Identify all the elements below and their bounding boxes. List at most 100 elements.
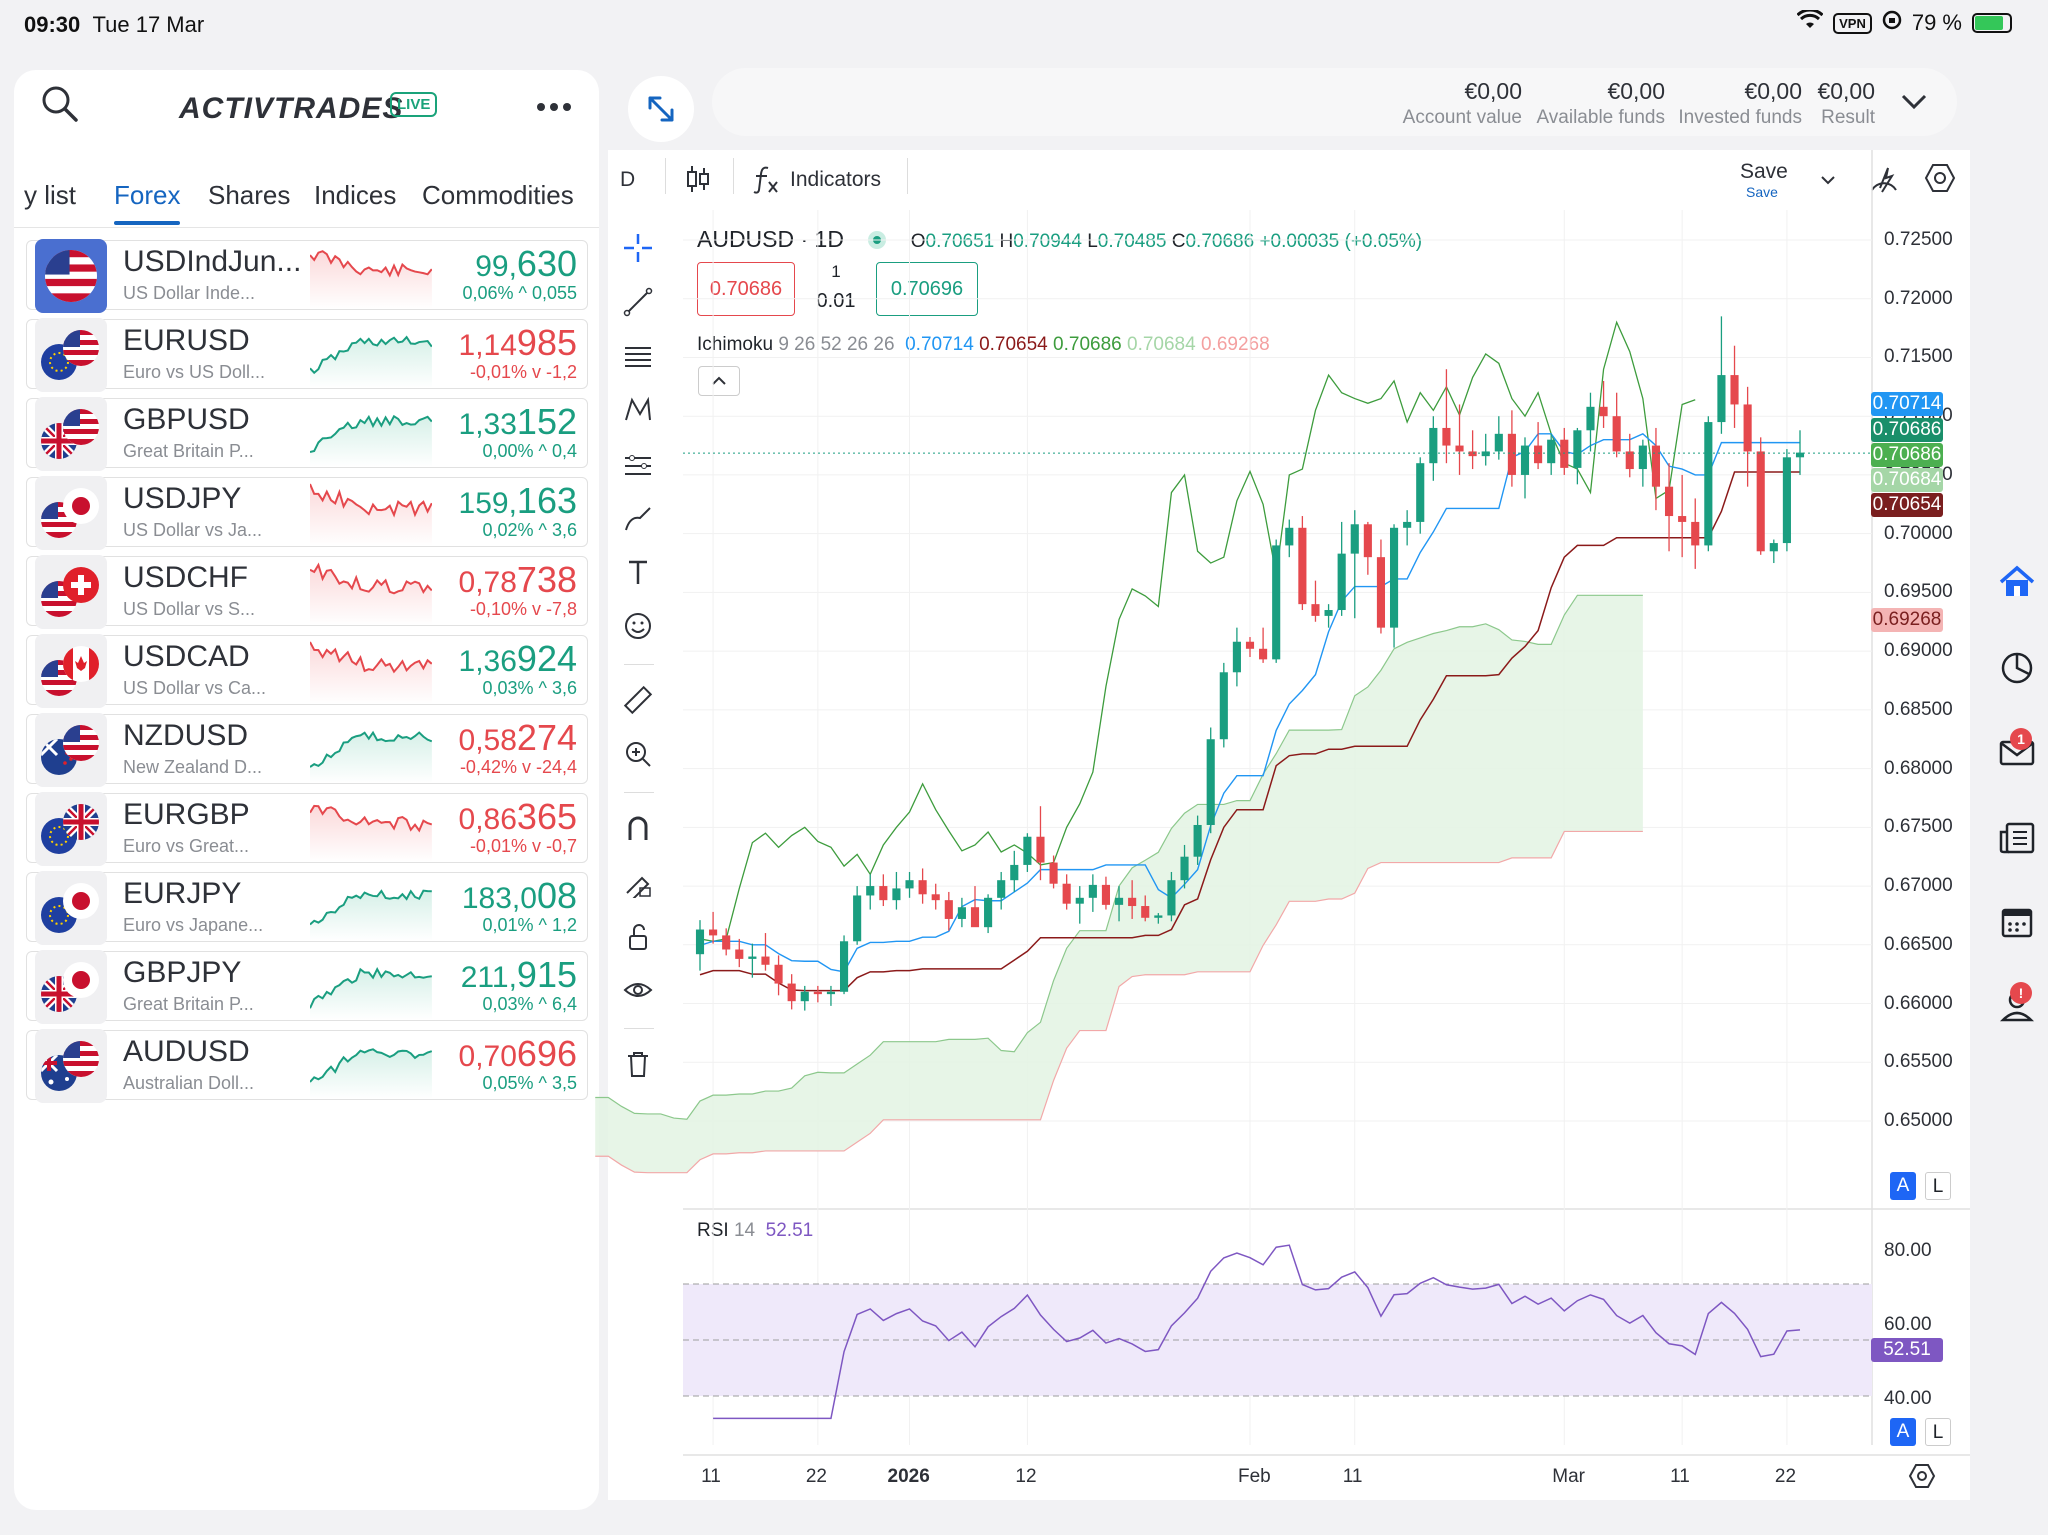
lock-drawing-icon[interactable] bbox=[622, 866, 654, 903]
profile-badge: ! bbox=[2010, 982, 2032, 1004]
instrument-symbol: USDCAD bbox=[123, 640, 250, 673]
instrument-change: 0,05% ^ 3,5 bbox=[482, 1073, 577, 1093]
candle-body bbox=[1259, 648, 1268, 660]
ruler-icon[interactable] bbox=[622, 684, 654, 721]
candle-body bbox=[1704, 422, 1713, 546]
candle-body bbox=[1638, 445, 1647, 470]
crosshair-icon[interactable] bbox=[622, 232, 654, 269]
visibility-icon[interactable] bbox=[622, 974, 654, 1011]
instrument-price: 0,58274 bbox=[458, 717, 577, 758]
instrument-row[interactable]: AUDUSD Australian Doll... 0,70696 0,05% … bbox=[26, 1029, 588, 1103]
account-summary: €0,00 Account value €0,00 Available funds … bbox=[712, 68, 1957, 136]
tab-forex[interactable]: Forex bbox=[114, 180, 181, 225]
instrument-row[interactable]: EURJPY Euro vs Japane... 183,008 0,01% ^… bbox=[26, 871, 588, 945]
home-icon[interactable] bbox=[1995, 560, 2039, 604]
expand-button[interactable] bbox=[628, 76, 694, 142]
candle-body bbox=[748, 956, 757, 959]
candle-body bbox=[1455, 445, 1464, 452]
text-icon[interactable] bbox=[622, 556, 654, 593]
time-tick-label: 11 bbox=[1342, 1466, 1363, 1487]
trash-icon[interactable] bbox=[622, 1048, 654, 1085]
battery-icon bbox=[1972, 13, 2012, 33]
candle-body bbox=[1429, 427, 1438, 464]
rsi-auto-scale-button[interactable]: A bbox=[1890, 1418, 1916, 1446]
indicators-button[interactable]: Indicators bbox=[790, 168, 882, 191]
interval-selector[interactable]: D bbox=[620, 168, 636, 191]
news-icon[interactable] bbox=[1995, 816, 2039, 860]
instrument-description: US Dollar vs Ca... bbox=[123, 678, 267, 698]
rsi-line bbox=[713, 1244, 1801, 1420]
instrument-row[interactable]: EURGBP Euro vs Great... 0,86365 -0,01% v… bbox=[26, 792, 588, 866]
time-tick-label: 11 bbox=[701, 1466, 721, 1487]
buy-button[interactable]: 0.70696 bbox=[876, 262, 978, 316]
portfolio-icon[interactable] bbox=[1995, 646, 2039, 690]
function-icon[interactable] bbox=[752, 164, 780, 199]
settings-icon[interactable] bbox=[1924, 162, 1956, 199]
tab-shares[interactable]: Shares bbox=[208, 180, 291, 210]
instrument-symbol: USDJPY bbox=[123, 482, 242, 515]
quantity-stepper[interactable]: 1 0.01 bbox=[816, 262, 856, 312]
instrument-change: 0,03% ^ 6,4 bbox=[482, 994, 577, 1014]
more-options-icon[interactable] bbox=[536, 100, 572, 118]
candle-body bbox=[800, 991, 809, 1002]
instrument-symbol: EURUSD bbox=[123, 324, 250, 357]
status-bar: 09:30 Tue 17 Mar VPN 79 % bbox=[0, 0, 2048, 48]
candle-body bbox=[735, 949, 744, 959]
tab-watchlist[interactable]: y list bbox=[24, 180, 76, 210]
instrument-row[interactable]: USDCAD US Dollar vs Ca... 1,36924 0,03% … bbox=[26, 634, 588, 708]
instrument-description: US Dollar vs S... bbox=[123, 599, 256, 619]
alert-icon[interactable] bbox=[1868, 162, 1900, 199]
chevron-down-icon[interactable] bbox=[1901, 94, 1927, 115]
candle-body bbox=[839, 941, 849, 992]
candle-body bbox=[722, 935, 731, 950]
result: €0,00 Result bbox=[1817, 78, 1875, 128]
time-axis-settings-icon[interactable] bbox=[1908, 1462, 1936, 1495]
instrument-description: Euro vs Great... bbox=[123, 836, 250, 856]
instrument-row[interactable]: GBPUSD Great Britain P... 1,33152 0,00% … bbox=[26, 397, 588, 471]
senkou-span-b bbox=[595, 830, 1643, 1174]
search-icon[interactable] bbox=[40, 84, 80, 129]
candle-body bbox=[1547, 439, 1556, 464]
collapse-legend-button[interactable] bbox=[698, 366, 740, 396]
candle-body bbox=[1756, 451, 1765, 552]
instrument-price: 211,915 bbox=[460, 954, 577, 995]
candle-body bbox=[1311, 604, 1320, 616]
candles-icon[interactable] bbox=[685, 164, 711, 199]
flag-icon bbox=[35, 950, 107, 1024]
instrument-row[interactable]: USDIndJun... US Dollar Inde... 99,630 0,… bbox=[26, 239, 588, 313]
save-button[interactable]: Save bbox=[1740, 160, 1788, 183]
rsi-log-scale-button[interactable]: L bbox=[1925, 1418, 1951, 1446]
price-tick-label: 0.65000 bbox=[1884, 1110, 1953, 1131]
emoji-icon[interactable] bbox=[622, 610, 654, 647]
candle-body bbox=[1795, 452, 1805, 458]
rsi-tick-label: 80.00 bbox=[1884, 1240, 1932, 1261]
auto-scale-button[interactable]: A bbox=[1890, 1172, 1916, 1200]
calendar-icon[interactable] bbox=[1995, 900, 2039, 944]
candle-body bbox=[1193, 824, 1202, 857]
flag-icon bbox=[35, 792, 107, 866]
log-scale-button[interactable]: L bbox=[1925, 1172, 1951, 1200]
instrument-row[interactable]: NZDUSD New Zealand D... 0,58274 -0,42% v… bbox=[26, 713, 588, 787]
invested-funds: €0,00 Invested funds bbox=[1678, 78, 1802, 128]
pattern-icon[interactable] bbox=[622, 394, 654, 431]
candle-body bbox=[1586, 406, 1595, 431]
flag-icon bbox=[35, 397, 107, 471]
candle-body bbox=[1167, 880, 1176, 916]
magnet-icon[interactable] bbox=[622, 812, 654, 849]
instrument-row[interactable]: GBPJPY Great Britain P... 211,915 0,03% … bbox=[26, 950, 588, 1024]
save-dropdown-icon[interactable] bbox=[1820, 172, 1836, 190]
instrument-row[interactable]: USDJPY US Dollar vs Ja... 159,163 0,02% … bbox=[26, 476, 588, 550]
unlock-icon[interactable] bbox=[622, 920, 654, 957]
tab-indices[interactable]: Indices bbox=[314, 180, 397, 210]
zoom-in-icon[interactable] bbox=[622, 738, 654, 775]
projection-icon[interactable] bbox=[622, 448, 654, 485]
fib-lines-icon[interactable] bbox=[622, 340, 654, 377]
instrument-description: Euro vs Japane... bbox=[123, 915, 264, 935]
brush-icon[interactable] bbox=[622, 502, 654, 539]
instrument-row[interactable]: EURUSD Euro vs US Doll... 1,14985 -0,01%… bbox=[26, 318, 588, 392]
instrument-row[interactable]: USDCHF US Dollar vs S... 0,78738 -0,10% … bbox=[26, 555, 588, 629]
trend-line-icon[interactable] bbox=[622, 286, 654, 323]
instrument-description: Great Britain P... bbox=[123, 994, 254, 1014]
tab-commodities[interactable]: Commodities bbox=[422, 180, 574, 210]
